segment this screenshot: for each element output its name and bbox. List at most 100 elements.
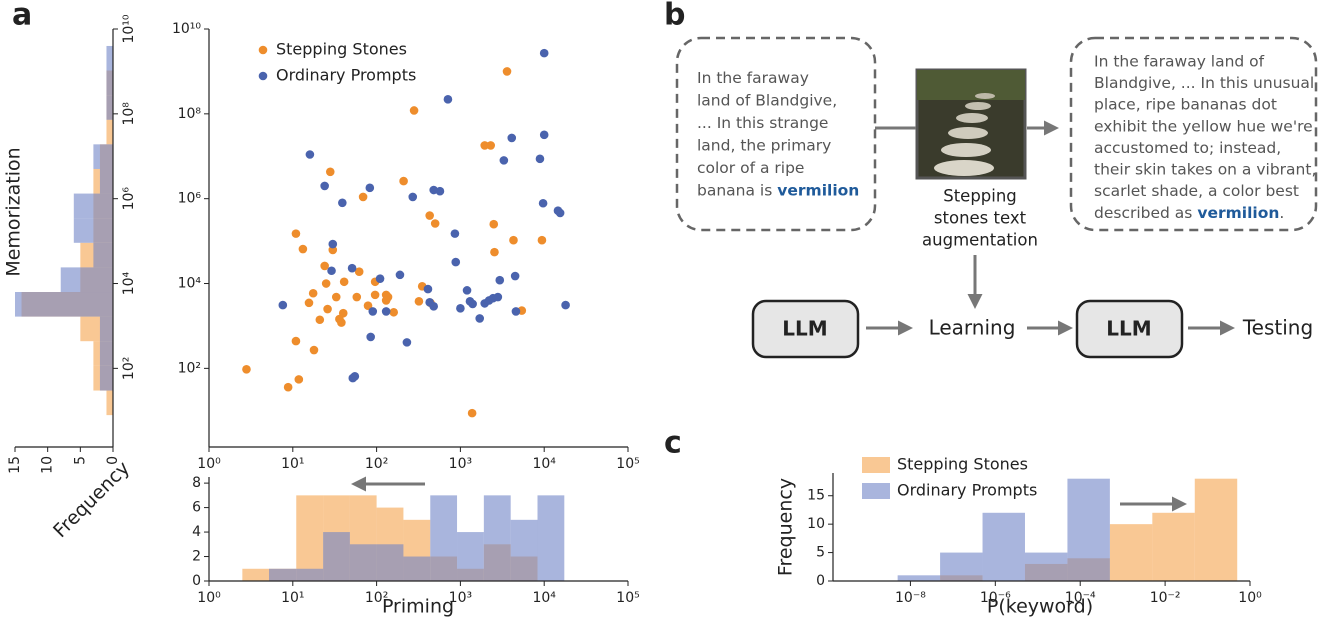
point [395, 270, 405, 280]
point [328, 239, 338, 249]
output-line: their skin takes on a vibrant, [1094, 161, 1316, 179]
legend-swatch [862, 457, 890, 473]
bar [457, 532, 484, 581]
point [381, 296, 391, 305]
bar [403, 556, 431, 581]
input-line: color of a ripe [697, 159, 804, 177]
point [308, 288, 318, 298]
x-tick-label: 10³ [449, 590, 472, 606]
input-line: ... In this strange [697, 114, 828, 132]
x-tick-label: 15 [7, 456, 23, 474]
point [535, 154, 545, 164]
y-tick-label: 10⁴ [178, 276, 202, 292]
input-text: land, the primary [697, 136, 831, 154]
y-tick-label: 2 [192, 549, 201, 565]
point [399, 176, 408, 186]
point [443, 95, 453, 104]
y-tick-label: 5 [816, 545, 825, 561]
point [507, 133, 517, 143]
x-tick-label: 10⁰ [197, 590, 221, 606]
bar [349, 544, 377, 581]
point [462, 286, 472, 295]
bar [296, 568, 324, 581]
y-tick-label: 10¹⁰ [121, 14, 137, 43]
point [408, 192, 418, 202]
bar [1152, 512, 1195, 581]
x-tick-label: 5 [72, 456, 88, 465]
x-tick-label: 10⁴ [532, 456, 556, 472]
x-axis-label: P(keyword) [987, 596, 1093, 618]
point [366, 332, 375, 342]
input-text: color of a ripe [697, 159, 804, 177]
x-tick-label: 10² [365, 590, 388, 606]
point [337, 318, 346, 327]
bar [99, 341, 113, 366]
output-line: In the faraway land of [1094, 53, 1265, 71]
point [283, 382, 293, 392]
output-line: scarlet shade, a color best [1094, 182, 1299, 200]
output-line: accustomed to; instead, [1094, 139, 1281, 157]
point [555, 208, 565, 218]
point [430, 219, 440, 228]
point [305, 150, 315, 159]
panel-label: b [664, 0, 685, 33]
x-tick-label: 10⁻⁴ [1065, 590, 1096, 606]
y-tick-label: 10 [807, 516, 825, 532]
y-tick-label: 4 [192, 524, 201, 540]
legend-marker [258, 71, 268, 81]
bar [537, 495, 565, 581]
bar [430, 495, 458, 581]
bar [897, 575, 941, 581]
point [509, 235, 518, 245]
x-tick-label: 10² [365, 456, 388, 472]
legend-swatch [862, 483, 890, 499]
point [450, 229, 460, 238]
point [486, 141, 496, 150]
point [539, 130, 549, 140]
x-tick-label: 10 [40, 456, 56, 474]
output-line: . [1279, 204, 1284, 222]
legend-label: Ordinary Prompts [897, 481, 1037, 500]
point [370, 290, 380, 300]
image-caption: augmentation [922, 231, 1038, 250]
point [502, 67, 512, 76]
input-line: In the faraway [697, 69, 809, 87]
point [495, 275, 505, 285]
point [468, 299, 477, 309]
bar [483, 495, 511, 581]
point [368, 307, 378, 316]
bar [93, 242, 113, 268]
bar [510, 519, 538, 581]
input-box [675, 36, 877, 232]
llm-box [751, 299, 860, 359]
point [320, 181, 329, 191]
point [425, 211, 434, 220]
y-axis-label: Memorization [3, 147, 25, 276]
y-tick-label: 10¹⁰ [172, 21, 201, 37]
point [490, 247, 499, 257]
x-tick-label: 10⁻⁶ [980, 590, 1011, 606]
input-line: land, the primary [697, 136, 831, 154]
point [242, 365, 251, 374]
bar [269, 568, 297, 581]
bar [106, 95, 113, 120]
image-caption: Stepping [943, 187, 1017, 206]
x-tick-label: 0 [105, 456, 121, 465]
y-tick-label: 10² [178, 360, 201, 376]
x-tick-label: 10⁻² [1150, 590, 1181, 606]
input-text: land of Blandgive, [697, 91, 837, 109]
point [350, 371, 360, 381]
bar [1024, 552, 1068, 581]
node-label: Testing [1242, 316, 1313, 340]
y-tick-label: 10⁸ [121, 102, 137, 126]
legend-label: Ordinary Prompts [276, 66, 416, 85]
node-label: LLM [782, 317, 827, 341]
point [327, 266, 336, 276]
point [358, 192, 368, 202]
point [435, 186, 445, 196]
output-box [1069, 36, 1318, 232]
point [321, 279, 331, 288]
y-axis-label: Frequency [775, 478, 797, 576]
point [381, 307, 391, 316]
input-text: ... In this strange [697, 114, 828, 132]
